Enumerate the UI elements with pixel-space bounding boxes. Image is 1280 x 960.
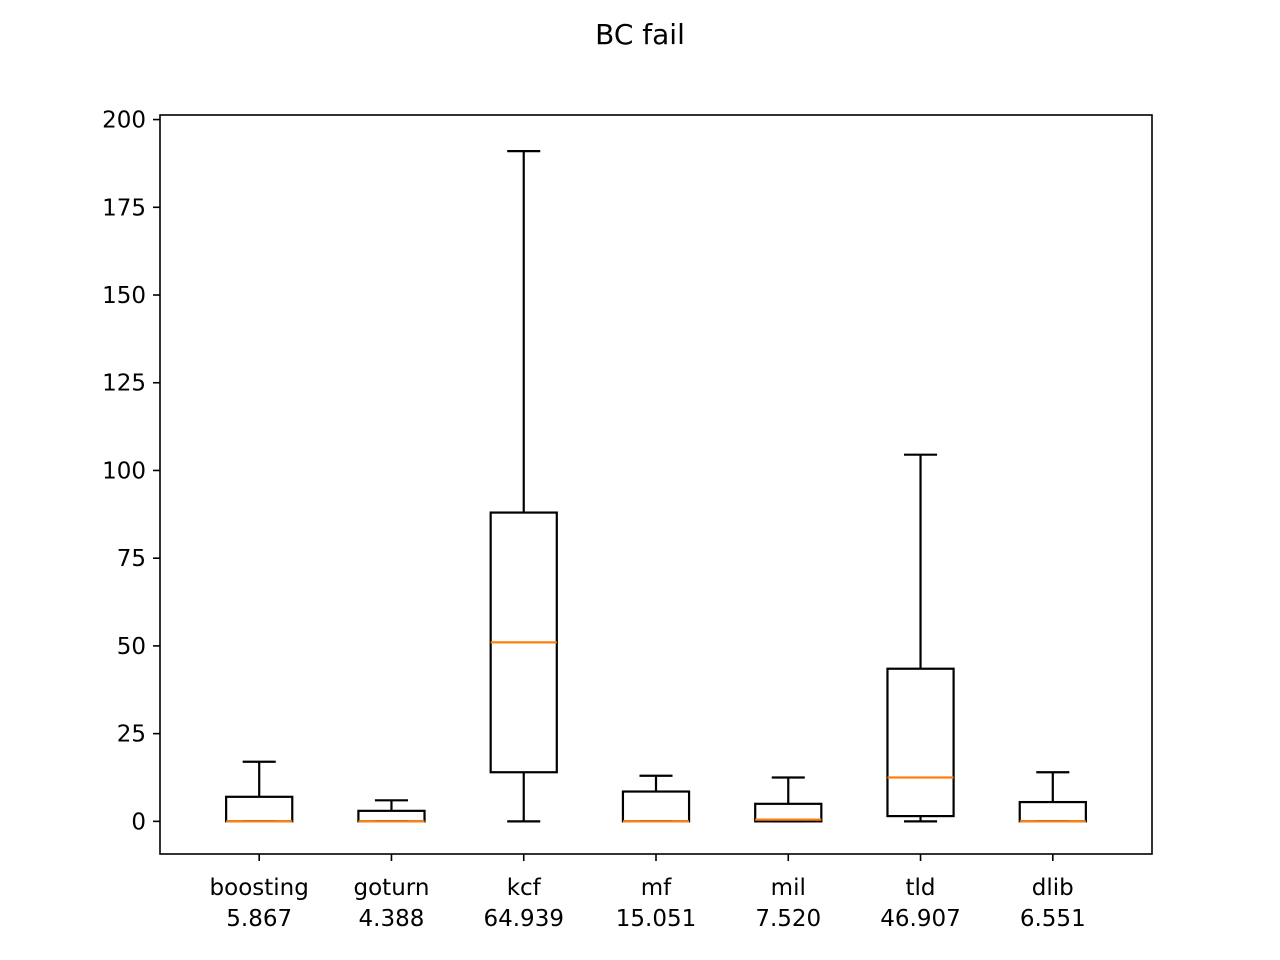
box-boosting <box>225 795 294 823</box>
y-tick-label: 0 <box>131 809 146 835</box>
x-tick-label-name: kcf <box>507 875 542 901</box>
box-dlib <box>1018 800 1087 823</box>
y-tick-label: 175 <box>102 195 146 221</box>
x-tick-label-name: tld <box>906 875 936 901</box>
y-tick-label: 50 <box>117 634 146 660</box>
x-tick-label-score: 6.551 <box>1020 906 1086 932</box>
y-tick-label: 150 <box>102 283 146 309</box>
x-tick-label-name: mil <box>771 875 806 901</box>
x-tick-label-score: 4.388 <box>359 906 425 932</box>
axes-frame <box>159 114 1153 855</box>
x-tick-label-name: goturn <box>354 875 430 901</box>
y-tick-label: 25 <box>117 722 146 748</box>
plot-area: 0 25 50 75 100 125 150 175 200 boosting 5.867 gotur… <box>102 108 1087 932</box>
box-tld <box>886 667 955 818</box>
y-tick-label: 125 <box>102 371 146 397</box>
x-tick-label-score: 15.051 <box>616 906 696 932</box>
x-tick-label-score: 7.520 <box>755 906 821 932</box>
box-mf <box>621 790 691 823</box>
chart-title: BC fail <box>595 18 685 51</box>
box-mil <box>754 802 823 823</box>
y-tick-label: 200 <box>102 108 146 134</box>
x-tick-label-name: boosting <box>210 875 309 901</box>
x-tick-label-score: 46.907 <box>880 906 960 932</box>
x-tick-label-score: 5.867 <box>226 906 292 932</box>
x-tick-label-score: 64.939 <box>483 906 563 932</box>
x-tick-label-name: dlib <box>1032 875 1074 901</box>
x-tick-label-name: mf <box>641 875 672 901</box>
y-tick-label: 100 <box>102 458 146 484</box>
box-goturn <box>357 809 426 823</box>
y-tick-label: 75 <box>117 546 146 572</box>
